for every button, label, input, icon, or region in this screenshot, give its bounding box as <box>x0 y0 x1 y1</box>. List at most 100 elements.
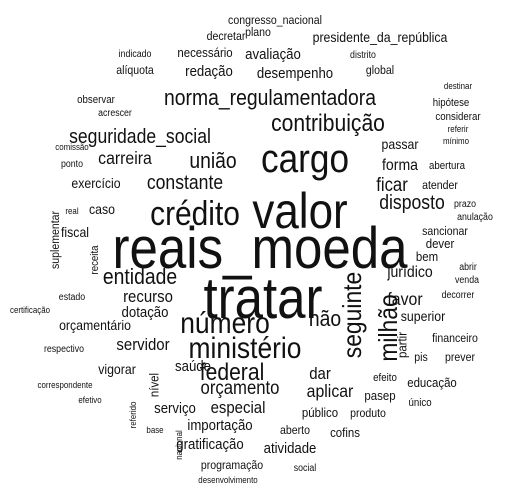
word: prever <box>445 351 475 364</box>
word: alíquota <box>116 64 154 77</box>
word: produto <box>350 407 386 420</box>
word: ponto <box>61 157 83 169</box>
word: nível <box>147 373 162 397</box>
word: certificação <box>10 305 50 316</box>
word: mínimo <box>443 136 469 147</box>
word: constante <box>147 171 223 193</box>
word: estado <box>59 290 85 302</box>
word: suplementar <box>50 211 63 269</box>
word: dotação <box>122 303 169 320</box>
word: dever <box>426 236 455 251</box>
word: recurso <box>123 288 173 306</box>
word: união <box>189 149 236 173</box>
word: único <box>408 398 431 410</box>
word: global <box>366 64 394 77</box>
word: abertura <box>429 161 465 173</box>
word: efetivo <box>78 395 102 406</box>
word: cofins <box>330 425 360 440</box>
word: financeiro <box>432 332 478 345</box>
word: passar <box>382 136 420 152</box>
word: pis <box>414 351 428 364</box>
word: federal <box>200 359 265 386</box>
word: público <box>302 405 338 420</box>
word: acrescer <box>98 106 132 118</box>
word: nacional <box>174 430 185 460</box>
word: fiscal <box>61 224 89 240</box>
word: hipótese <box>433 98 470 110</box>
word: distrito <box>350 48 376 60</box>
word: não <box>309 307 341 331</box>
word: pasep <box>364 388 395 403</box>
word: superior <box>401 308 446 324</box>
word: entidade <box>103 265 177 289</box>
word: norma_regulamentadora <box>164 86 376 110</box>
word: carreira <box>98 148 152 168</box>
word: programação <box>201 459 263 472</box>
word: exercício <box>71 175 120 191</box>
word: reais_moeda <box>112 216 408 281</box>
word: desenvolvimento <box>198 475 258 486</box>
word: valor <box>252 182 347 238</box>
word: seguinte <box>339 272 368 358</box>
word: crédito <box>150 194 240 232</box>
word: número <box>180 305 270 339</box>
word: importação <box>187 416 252 433</box>
word: especial <box>211 399 266 417</box>
word: abrir <box>459 260 477 272</box>
word: seguridade_social <box>69 125 211 148</box>
word: cargo <box>261 136 349 181</box>
word: contribuição <box>271 110 385 137</box>
word: social <box>294 461 316 473</box>
word: redação <box>185 62 233 79</box>
word: vigorar <box>98 361 136 377</box>
word: referir <box>448 124 469 135</box>
word: orçamento <box>201 377 280 398</box>
word: decretar <box>207 30 246 43</box>
word: milhão <box>375 294 404 361</box>
word: referido <box>128 401 139 428</box>
word: serviço <box>154 399 196 416</box>
word: avaliação <box>245 45 301 62</box>
word: venda <box>455 273 480 285</box>
word: destinar <box>444 81 472 92</box>
word: congresso_nacional <box>228 14 322 27</box>
word: caso <box>89 201 115 217</box>
word: dar <box>309 365 331 383</box>
word: favor <box>387 289 423 309</box>
word: saúde <box>175 357 211 374</box>
word: real <box>65 206 78 217</box>
word: gratificação <box>176 435 244 452</box>
word: desempenho <box>257 64 333 81</box>
word: plano <box>245 26 271 39</box>
word: efeito <box>373 373 397 385</box>
word: ficar <box>376 174 408 195</box>
word: tratar <box>203 266 322 331</box>
word: comissão <box>55 142 89 153</box>
word: base <box>146 425 163 436</box>
word: considerar <box>435 112 481 124</box>
word: prazo <box>454 197 476 209</box>
word: observar <box>77 95 115 107</box>
word: decorrer <box>442 288 475 300</box>
word: partir <box>395 332 410 358</box>
word: respectivo <box>44 342 84 354</box>
word: servidor <box>116 336 170 354</box>
word: necessário <box>177 45 232 60</box>
word: orçamentário <box>59 317 131 333</box>
word: jurídico <box>386 263 432 281</box>
word: indicado <box>119 47 152 59</box>
word: correspondente <box>38 380 93 391</box>
word: disposto <box>379 191 445 213</box>
word: anulação <box>457 210 493 222</box>
word: aberto <box>280 424 310 437</box>
word: receita <box>89 245 101 274</box>
word: aplicar <box>307 381 354 401</box>
word: bem <box>416 249 438 264</box>
word: atender <box>422 179 458 192</box>
word: forma <box>382 156 419 174</box>
word: ministério <box>189 330 302 364</box>
word: presidente_da_república <box>313 29 448 45</box>
word: atividade <box>264 439 317 456</box>
word: sancionar <box>422 225 468 238</box>
